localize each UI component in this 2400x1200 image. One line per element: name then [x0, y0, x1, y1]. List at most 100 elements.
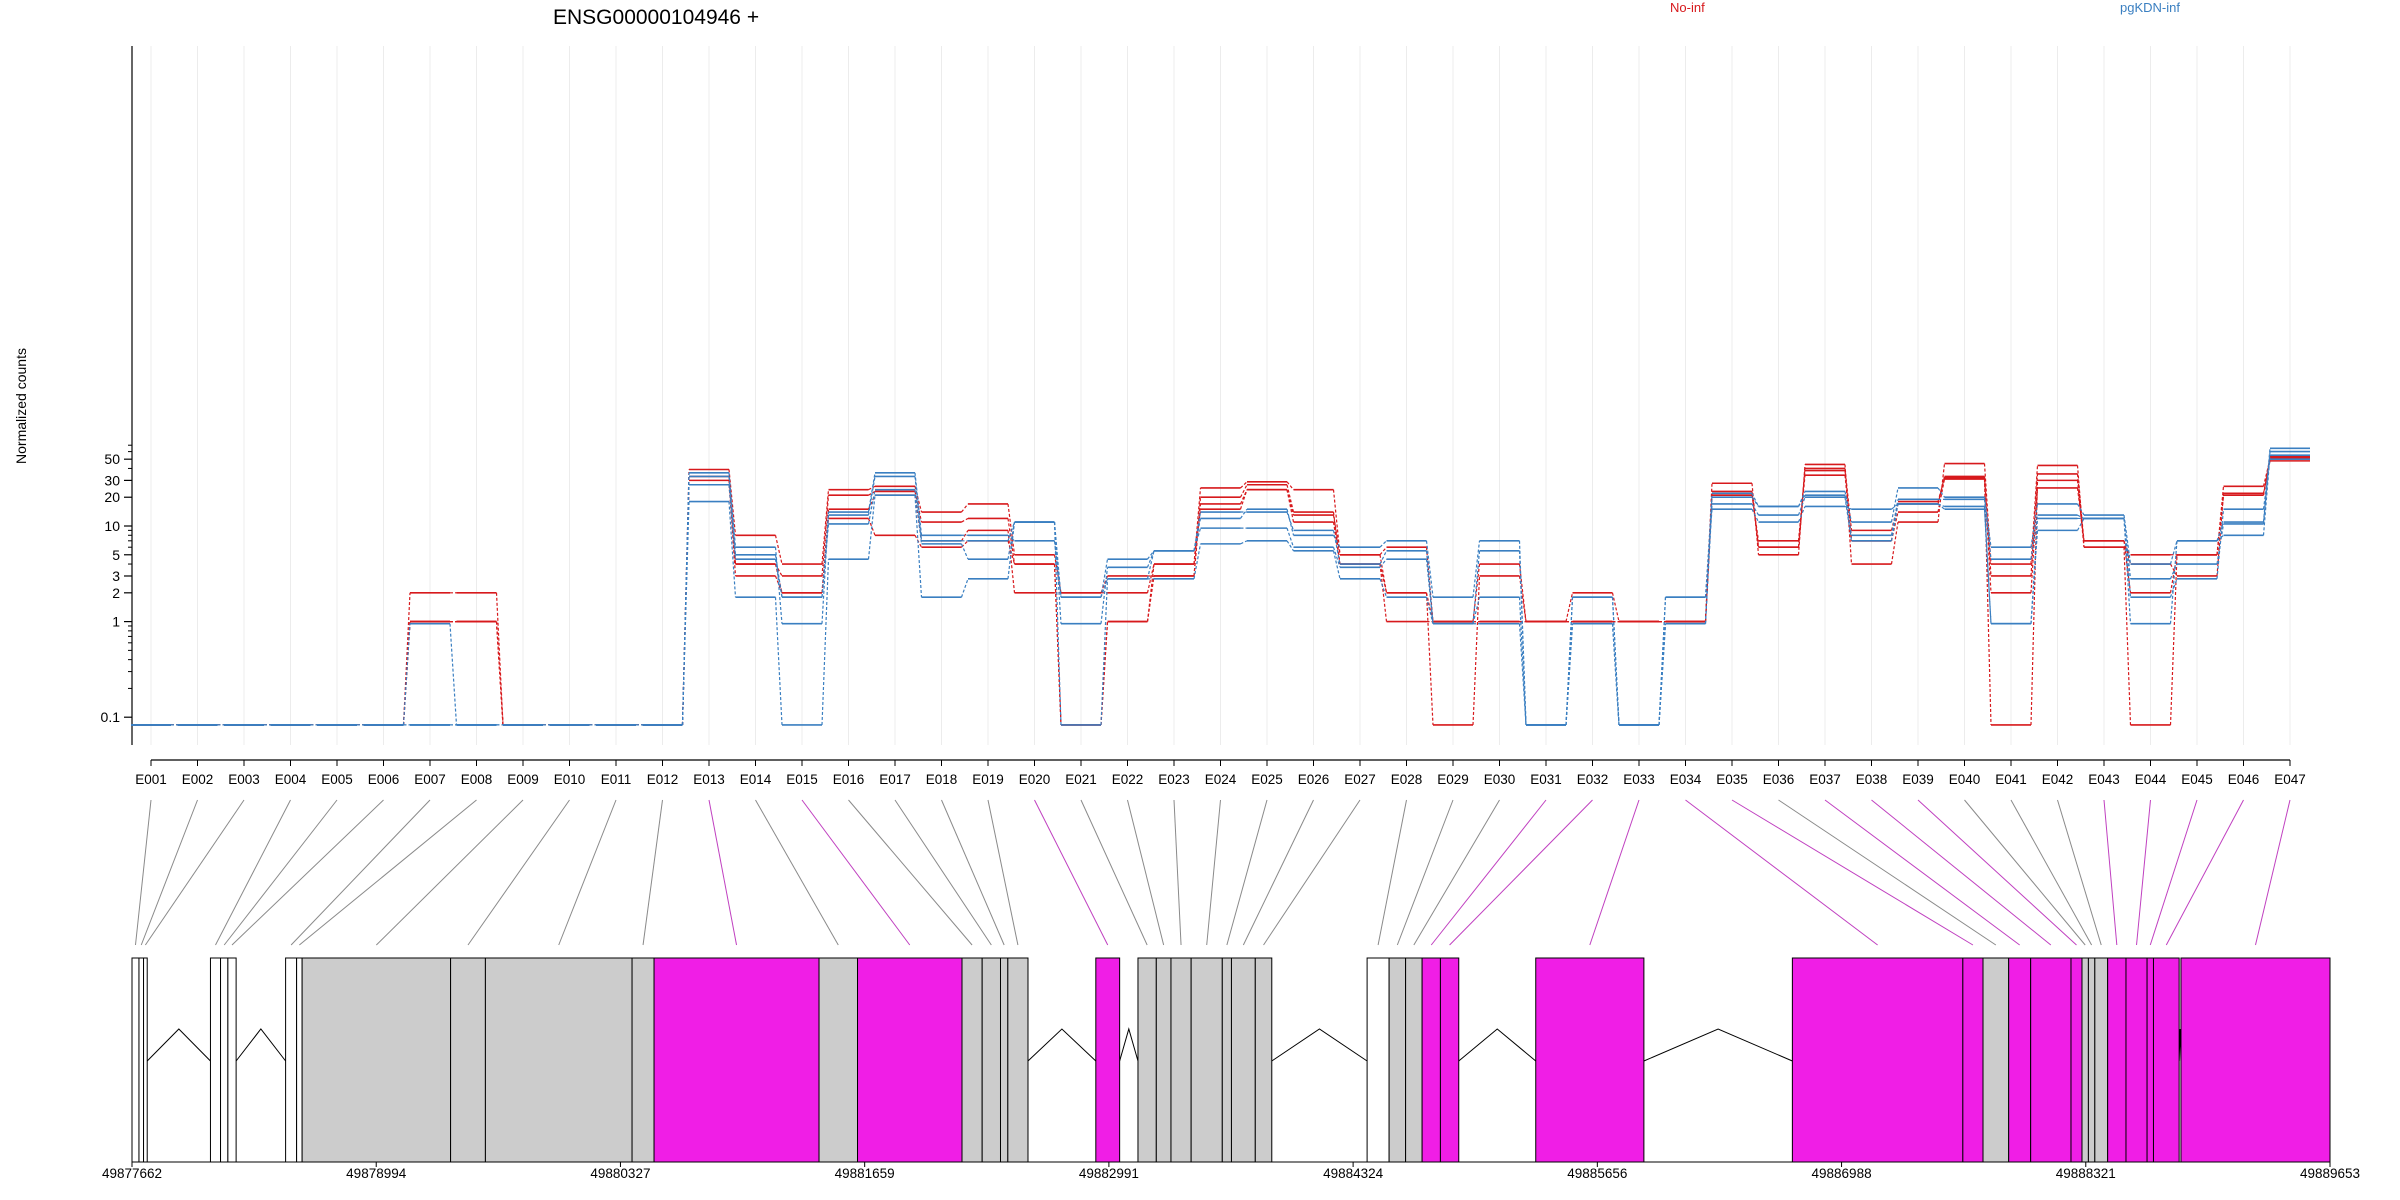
data-connector	[914, 486, 923, 513]
y-tick-label: 50	[104, 451, 120, 467]
coordinate-label: 49889653	[2300, 1166, 2360, 1181]
data-connector	[1286, 511, 1295, 531]
x-tick-label: E037	[1809, 772, 1841, 787]
exon-box	[296, 957, 303, 1163]
data-connector	[1286, 489, 1295, 523]
data-connector	[1844, 495, 1853, 536]
data-connector	[1844, 468, 1853, 531]
data-connector	[1472, 540, 1481, 598]
x-tick-label: E012	[647, 772, 679, 787]
data-connector	[1890, 521, 1899, 565]
exon-connector	[558, 799, 617, 946]
intron-line	[1119, 1027, 1139, 1062]
data-connector	[495, 621, 504, 725]
data-connector	[1286, 509, 1295, 536]
data-connector	[1332, 489, 1341, 555]
data-connector	[1891, 503, 1899, 510]
data-connector	[728, 484, 737, 560]
exon-connector	[755, 799, 839, 946]
data-connector	[1751, 492, 1760, 507]
intron-line	[1271, 1028, 1368, 1062]
x-axis: E001 E002 E003 E004 E005 E006 E007 E008 E009 E010…	[135, 759, 2306, 787]
exon-connector	[144, 799, 245, 946]
intron-line	[1458, 1028, 1537, 1062]
exon-connector	[2057, 799, 2102, 946]
exon-connector	[1263, 799, 1361, 946]
data-connector	[1844, 505, 1852, 510]
exon-box	[285, 957, 298, 1163]
data-connector	[1983, 463, 1992, 565]
coordinate-label: 49877662	[102, 1166, 162, 1181]
data-connector	[1332, 550, 1341, 579]
exon-connector	[987, 799, 1019, 946]
data-connector	[1286, 540, 1295, 552]
genomic-coordinate-labels: 49877662 49878994 49880327 49881659 49882991…	[102, 1162, 2360, 1181]
data-connector	[1286, 481, 1294, 491]
x-tick-label: E009	[507, 772, 539, 787]
y-tick-label: 30	[104, 472, 120, 488]
data-connector	[2169, 540, 2178, 624]
y-tick-label: 5	[112, 547, 120, 563]
x-tick-label: E042	[2042, 772, 2074, 787]
data-connector	[1240, 481, 1248, 489]
x-tick-label: E005	[321, 772, 353, 787]
data-connector	[2216, 534, 2224, 542]
exon-connector	[848, 799, 973, 946]
exon-connector	[1396, 799, 1454, 946]
data-connector	[914, 489, 923, 544]
data-connector	[1983, 509, 1992, 624]
y-axis-label: Normalized counts	[13, 348, 29, 464]
coordinate-label: 49884324	[1323, 1166, 1384, 1181]
intron-line	[1027, 1028, 1097, 1062]
exon-box	[2152, 957, 2180, 1163]
data-connector	[961, 517, 969, 523]
data-connector	[495, 592, 504, 725]
data-connector	[1053, 522, 1062, 725]
x-tick-label: E020	[1019, 772, 1051, 787]
x-tick-label: E001	[135, 772, 167, 787]
x-tick-label: E028	[1391, 772, 1423, 787]
x-tick-label: E045	[2181, 772, 2213, 787]
x-tick-label: E018	[926, 772, 958, 787]
x-tick-label: E032	[1577, 772, 1609, 787]
x-tick-label: E047	[2274, 772, 2306, 787]
exon-box	[450, 957, 486, 1163]
x-tick-label: E024	[1205, 772, 1237, 787]
data-connector	[960, 543, 969, 560]
exon-connector	[1449, 799, 1593, 946]
data-connector	[2123, 518, 2132, 598]
data-connector	[2030, 503, 2039, 548]
data-connector	[449, 623, 458, 725]
x-tick-label: E003	[228, 772, 260, 787]
exon-box	[999, 957, 1009, 1163]
exon-connector	[299, 799, 477, 946]
exon-connector	[941, 799, 1005, 946]
x-tick-label: E004	[275, 772, 307, 787]
exon-connector	[1778, 799, 1997, 946]
data-connector	[774, 559, 783, 598]
data-connector	[821, 495, 830, 577]
data-connector	[1146, 550, 1155, 568]
x-tick-label: E031	[1530, 772, 1562, 787]
exon-box	[961, 957, 983, 1163]
data-connector	[728, 472, 737, 548]
x-tick-label: E016	[833, 772, 865, 787]
data-connector	[1937, 503, 1945, 510]
data-connector	[1286, 489, 1295, 516]
data-connector	[1937, 478, 1946, 513]
x-tick-label: E010	[554, 772, 586, 787]
x-tick-label: E021	[1065, 772, 1097, 787]
exon-connector	[2103, 799, 2118, 946]
data-connector	[867, 489, 876, 525]
exon-connector	[1871, 799, 2052, 946]
data-connector	[867, 495, 876, 560]
intron-line	[1643, 1028, 1793, 1062]
data-connector	[1379, 540, 1387, 548]
data-connector	[821, 511, 830, 624]
y-tick-label: 20	[104, 489, 120, 505]
data-connector	[821, 489, 830, 565]
exon-box	[631, 957, 655, 1163]
exon-box	[2008, 957, 2032, 1163]
exon-box	[2070, 957, 2083, 1163]
data-connector	[961, 503, 969, 513]
